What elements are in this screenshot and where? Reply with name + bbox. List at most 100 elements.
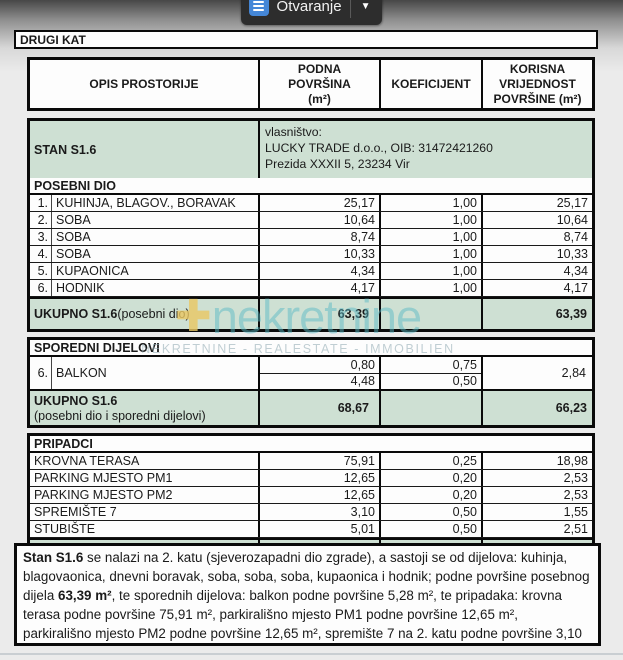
room-name: HODNIK bbox=[56, 281, 105, 295]
table-row: SPREMIŠTE 7 3,10 0,50 1,55 bbox=[30, 504, 592, 521]
table-row: PARKING MJESTO PM2 12,65 0,20 2,53 bbox=[30, 487, 592, 504]
podna-value: 10,33 bbox=[258, 246, 379, 262]
total-koef bbox=[379, 391, 481, 425]
description-paragraph: Stan S1.6 se nalazi na 2. katu (sjeveroz… bbox=[14, 543, 601, 646]
korisna-value: 2,51 bbox=[481, 521, 592, 537]
podna-value: 4,34 bbox=[258, 263, 379, 279]
row-number: 6. bbox=[30, 280, 52, 296]
room-name: SPREMIŠTE 7 bbox=[34, 505, 117, 519]
total-label-bold: UKUPNO S1.6 bbox=[34, 393, 118, 408]
row-number: 6. bbox=[30, 357, 52, 389]
balkon-row: 6. BALKON 0,80 4,48 0,75 0,50 2,84 bbox=[30, 357, 592, 389]
koef-value: 0,50 bbox=[379, 504, 481, 520]
floor-title: DRUGI KAT bbox=[20, 32, 86, 47]
room-name: KUPAONICA bbox=[56, 264, 129, 278]
row-number: 4. bbox=[30, 246, 52, 262]
korisna-value: 10,33 bbox=[481, 246, 592, 262]
korisna-value: 10,64 bbox=[481, 212, 592, 228]
button-divider bbox=[349, 0, 351, 18]
balkon-podna-1: 0,80 bbox=[260, 357, 379, 374]
total-row-posebni-dio: UKUPNO S1.6 (posebni dio) 63,39 63,39 bbox=[30, 297, 592, 329]
koef-value: 0,20 bbox=[379, 487, 481, 503]
koef-value: 1,00 bbox=[379, 246, 481, 262]
koef-value: 1,00 bbox=[379, 280, 481, 296]
total-label-rest: (posebni dio) bbox=[117, 307, 190, 321]
col-header-korisna: KORISNA VRIJEDNOST POVRŠINE (m²) bbox=[481, 60, 592, 108]
korisna-value: 18,98 bbox=[481, 453, 592, 469]
room-name: SOBA bbox=[56, 213, 91, 227]
room-name: STUBIŠTE bbox=[34, 522, 96, 536]
korisna-value: 8,74 bbox=[481, 229, 592, 245]
total-koef bbox=[379, 299, 481, 329]
total-row-sporedni: UKUPNO S1.6 (posebni dio i sporedni dije… bbox=[30, 389, 592, 425]
podna-value: 10,64 bbox=[258, 212, 379, 228]
table-row: 1. KUHINJA, BLAGOV., BORAVAK 25,17 1,00 2… bbox=[30, 195, 592, 212]
table-row: 5. KUPAONICA 4,34 1,00 4,34 bbox=[30, 263, 592, 280]
podna-value: 8,74 bbox=[258, 229, 379, 245]
koef-value: 0,25 bbox=[379, 453, 481, 469]
podna-value: 75,91 bbox=[258, 453, 379, 469]
koef-value: 0,50 bbox=[379, 521, 481, 537]
row-number: 3. bbox=[30, 229, 52, 245]
description-segment: 63,39 m² bbox=[58, 588, 112, 603]
total-podna: 68,67 bbox=[258, 391, 379, 425]
korisna-value: 25,17 bbox=[481, 195, 592, 211]
sporedni-dijelovi-block: SPOREDNI DIJELOVI 6. BALKON 0,80 4,48 0,7… bbox=[27, 337, 595, 428]
podna-value: 5,01 bbox=[258, 521, 379, 537]
balkon-podna-2: 4,48 bbox=[350, 374, 375, 389]
open-button-label: Otvaranje bbox=[276, 0, 342, 15]
podna-value: 3,10 bbox=[258, 504, 379, 520]
koef-value: 0,20 bbox=[379, 470, 481, 486]
page-divider bbox=[0, 653, 623, 655]
description-segment: Stan S1.6 bbox=[23, 550, 84, 565]
balkon-korisna: 2,84 bbox=[481, 357, 592, 389]
ownership-cell: vlasništvo: LUCKY TRADE d.o.o., OIB: 314… bbox=[258, 121, 592, 178]
podna-value: 12,65 bbox=[258, 487, 379, 503]
document-icon bbox=[248, 0, 269, 16]
koef-value: 1,00 bbox=[379, 195, 481, 211]
podna-value: 4,17 bbox=[258, 280, 379, 296]
table-row: 3. SOBA 8,74 1,00 8,74 bbox=[30, 229, 592, 246]
korisna-value: 1,55 bbox=[481, 504, 592, 520]
section-title-sporedni: SPOREDNI DIJELOVI bbox=[30, 340, 592, 357]
room-name: PARKING MJESTO PM2 bbox=[34, 488, 173, 502]
chevron-down-icon[interactable]: ▼ bbox=[360, 0, 371, 12]
description-segment: , te sporednih dijelova: balkon podne po… bbox=[23, 588, 582, 641]
stan-name: STAN S1.6 bbox=[30, 121, 258, 178]
table-row: 6. HODNIK 4,17 1,00 4,17 bbox=[30, 280, 592, 297]
table-row: 4. SOBA 10,33 1,00 10,33 bbox=[30, 246, 592, 263]
koef-value: 1,00 bbox=[379, 263, 481, 279]
total-korisna: 66,23 bbox=[481, 391, 592, 425]
stan-ownership-row: STAN S1.6 vlasništvo: LUCKY TRADE d.o.o.… bbox=[30, 121, 592, 178]
ownership-address: Prezida XXXII 5, 23234 Vir bbox=[265, 157, 410, 171]
room-name: SOBA bbox=[56, 247, 91, 261]
col-header-koeficijent: KOEFICIJENT bbox=[379, 60, 481, 108]
total-label-bold: UKUPNO S1.6 bbox=[34, 307, 118, 321]
col-header-podna: PODNA POVRŠINA (m²) bbox=[258, 60, 379, 108]
open-file-button[interactable]: Otvaranje ▼ bbox=[240, 0, 383, 25]
korisna-value: 2,53 bbox=[481, 487, 592, 503]
section-title-pripadci: PRIPADCI bbox=[30, 436, 592, 453]
room-name: KUHINJA, BLAGOV., BORAVAK bbox=[56, 196, 236, 210]
row-number: 5. bbox=[30, 263, 52, 279]
total-label-rest: (posebni dio i sporedni dijelovi) bbox=[34, 408, 206, 423]
table-row: 2. SOBA 10,64 1,00 10,64 bbox=[30, 212, 592, 229]
balkon-koef-1: 0,75 bbox=[381, 357, 481, 374]
posebni-dio-block: STAN S1.6 vlasništvo: LUCKY TRADE d.o.o.… bbox=[27, 118, 595, 332]
table-row: STUBIŠTE 5,01 0,50 2,51 bbox=[30, 521, 592, 538]
koef-value: 1,00 bbox=[379, 212, 481, 228]
floor-header-bar: DRUGI KAT bbox=[14, 30, 598, 49]
area-table: STAN S1.6 vlasništvo: LUCKY TRADE d.o.o.… bbox=[27, 118, 595, 586]
korisna-value: 4,17 bbox=[481, 280, 592, 296]
table-row: KROVNA TERASA 75,91 0,25 18,98 bbox=[30, 453, 592, 470]
koef-value: 1,00 bbox=[379, 229, 481, 245]
room-name: PARKING MJESTO PM1 bbox=[34, 471, 173, 485]
korisna-value: 2,53 bbox=[481, 470, 592, 486]
ownership-company: LUCKY TRADE d.o.o., OIB: 31472421260 bbox=[265, 141, 493, 155]
room-name: KROVNA TERASA bbox=[34, 454, 140, 468]
section-title-posebni-dio: POSEBNI DIO bbox=[30, 178, 592, 195]
description-segment: se nalazi na 2. katu (sjeverozapadni dio… bbox=[23, 550, 590, 603]
balkon-koef-2: 0,50 bbox=[452, 374, 477, 389]
podna-value: 25,17 bbox=[258, 195, 379, 211]
